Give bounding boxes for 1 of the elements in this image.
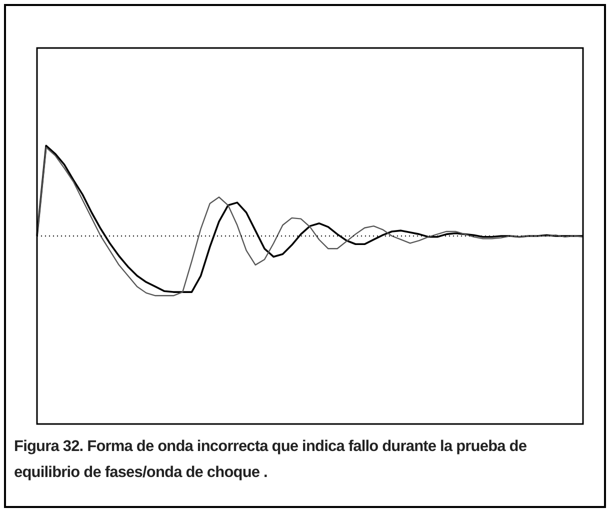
text: Figura 32. Forma de onda incorrecta que indica fallo durante la prueba de equilibrio de fases/onda de choque . — [14, 437, 528, 483]
